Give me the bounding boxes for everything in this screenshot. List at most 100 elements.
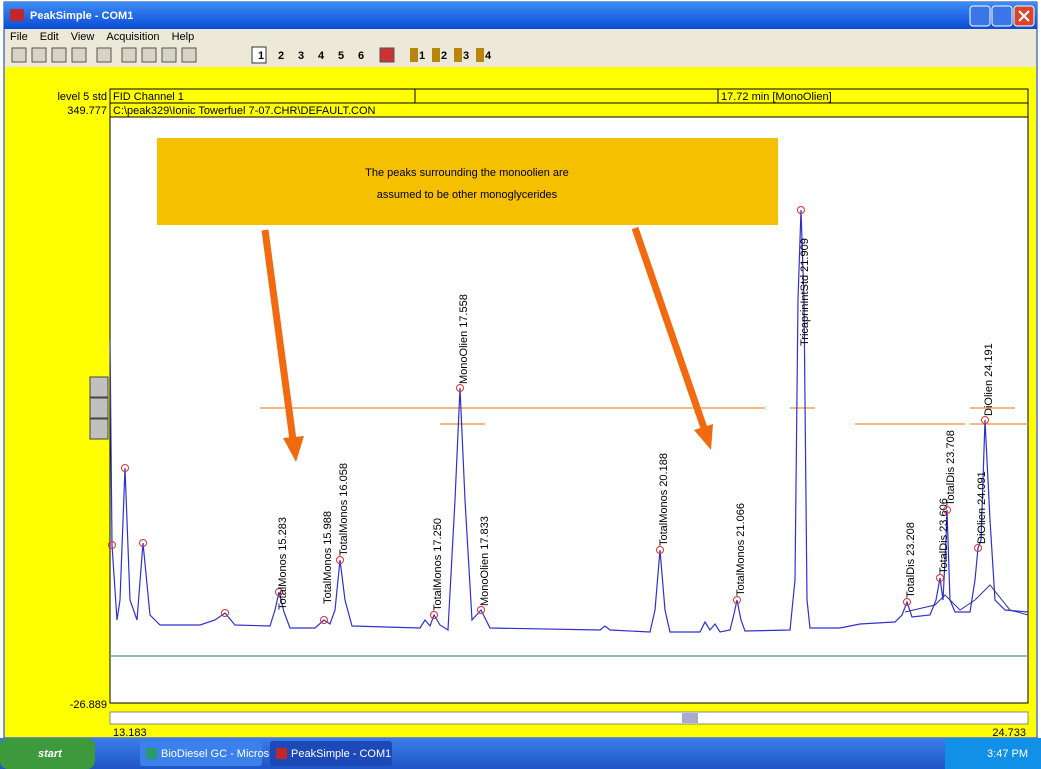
sample-button[interactable]: 4	[485, 50, 492, 62]
peak-marker	[430, 611, 438, 619]
menu-item[interactable]: View	[71, 31, 95, 43]
app-icon	[10, 9, 24, 21]
zoom-in-button[interactable]	[89, 376, 109, 398]
peak-label: TotalMonos 21.066	[735, 503, 747, 596]
callout-line: The peaks surrounding the monoolien are	[365, 167, 569, 179]
menu-item[interactable]: Help	[172, 31, 195, 43]
peak-label: TotalMonos 17.250	[432, 518, 444, 611]
arrow-shaft	[631, 226, 708, 430]
start-label: start	[38, 748, 63, 760]
peak-marker	[108, 541, 116, 549]
window-title: PeakSimple - COM1	[30, 10, 133, 22]
peak-marker	[656, 546, 664, 554]
x-min-label: 13.183	[113, 727, 147, 739]
task-button[interactable]	[140, 741, 262, 766]
channel-button[interactable]: 5	[338, 50, 344, 62]
toolbar-icon[interactable]	[31, 47, 47, 63]
channel-button[interactable]: 4	[318, 50, 325, 62]
channel-selected	[251, 46, 267, 64]
peak-marker	[121, 464, 129, 472]
task-label: PeakSimple - COM1	[291, 748, 391, 760]
menu-item[interactable]: Acquisition	[106, 31, 159, 43]
peak-label: TotalDis 23.606	[938, 498, 950, 574]
peak-label: MonoOlien 17.833	[479, 516, 491, 606]
toolbar-icon[interactable]	[379, 47, 395, 63]
file-label: C:\peak329\Ionic Towerfuel 7-07.CHR\DEFA…	[113, 105, 376, 117]
toolbar-icon[interactable]	[11, 47, 27, 63]
clock: 3:47 PM	[987, 748, 1028, 760]
peak-marker	[139, 539, 147, 547]
toolbar-icon[interactable]	[141, 47, 157, 63]
peak-label: TotalDis 23.708	[945, 430, 957, 506]
toolbar-icon[interactable]	[181, 47, 197, 63]
toolbar: 1 2 3 4 5 6 1 2 3 4	[11, 46, 492, 64]
task-items: BioDiesel GC - Micros... PeakSimple - COM…	[140, 741, 392, 766]
peak-marker	[320, 616, 328, 624]
sample-icon[interactable]	[454, 48, 462, 62]
peak-marker	[221, 609, 229, 617]
channel-label: FID Channel 1	[113, 91, 184, 103]
y-min-label: -26.889	[70, 699, 107, 711]
menu-item[interactable]: Edit	[40, 31, 59, 43]
sample-icon[interactable]	[410, 48, 418, 62]
close-icon	[1018, 10, 1030, 22]
toolbar-icon[interactable]	[96, 47, 112, 63]
arrow-head	[694, 424, 713, 450]
tray	[945, 738, 1041, 769]
peak-marker	[943, 506, 951, 514]
arrow-head	[283, 436, 304, 462]
scroll-thumb[interactable]	[682, 713, 698, 723]
peak-labels: TotalMonos 15.283 TotalMonos 15.988 TotalM…	[108, 206, 995, 624]
task-button[interactable]	[270, 741, 392, 766]
sample-icon[interactable]	[432, 48, 440, 62]
peak-marker	[797, 206, 805, 214]
sample-button[interactable]: 2	[441, 50, 447, 62]
y-max-label: 349.777	[67, 105, 107, 117]
header-row-1	[109, 88, 1029, 104]
peak-marker	[936, 574, 944, 582]
peak-marker	[733, 596, 741, 604]
maximize-button[interactable]	[991, 5, 1013, 27]
peak-marker	[336, 556, 344, 564]
channel-button[interactable]: 2	[278, 50, 284, 62]
peak-marker	[981, 416, 989, 424]
retention-label: 17.72 min [MonoOlien]	[721, 91, 832, 103]
peak-marker	[974, 544, 982, 552]
toolbar-icon[interactable]	[51, 47, 67, 63]
title-bar	[4, 2, 1037, 29]
toolbar-icon[interactable]	[161, 47, 177, 63]
channel-button[interactable]: 3	[298, 50, 304, 62]
peak-label: TotalDis 23.208	[905, 522, 917, 598]
x-max-label: 24.733	[992, 727, 1026, 739]
peak-label: DiOlien 24.191	[983, 343, 995, 416]
peak-label: TotalMonos 15.988	[322, 511, 334, 604]
arrow-shaft	[261, 229, 297, 441]
start-button[interactable]	[0, 738, 95, 769]
peak-label: MonoOlien 17.558	[458, 294, 470, 384]
sample-button[interactable]: 1	[419, 50, 425, 62]
sample-button[interactable]: 3	[463, 50, 469, 62]
task-label: BioDiesel GC - Micros...	[161, 748, 278, 760]
toolbar-icon[interactable]	[121, 47, 137, 63]
peak-marker	[275, 588, 283, 596]
channel-button[interactable]: 1	[258, 50, 264, 62]
sample-icon[interactable]	[476, 48, 484, 62]
zoom-out-button[interactable]	[89, 418, 109, 440]
baseline-trace	[904, 584, 1029, 616]
toolbar-icon[interactable]	[71, 47, 87, 63]
peak-label: TotalMonos 16.058	[338, 463, 350, 556]
task-icon	[276, 748, 287, 759]
minimize-button[interactable]	[969, 5, 991, 27]
peak-label: TricaprinIntStd 21.909	[799, 238, 811, 346]
peak-marker	[456, 384, 464, 392]
scrollbar[interactable]	[109, 711, 1029, 725]
method-label: level 5 std	[57, 91, 107, 103]
callout-line: assumed to be other monoglycerides	[377, 189, 558, 201]
peak-label: TotalMonos 20.188	[658, 453, 670, 546]
task-icon	[146, 748, 157, 759]
callout-box	[157, 138, 778, 225]
channel-button[interactable]: 6	[358, 50, 364, 62]
menu-item[interactable]: File	[10, 31, 28, 43]
zoom-reset-button[interactable]	[89, 397, 109, 419]
